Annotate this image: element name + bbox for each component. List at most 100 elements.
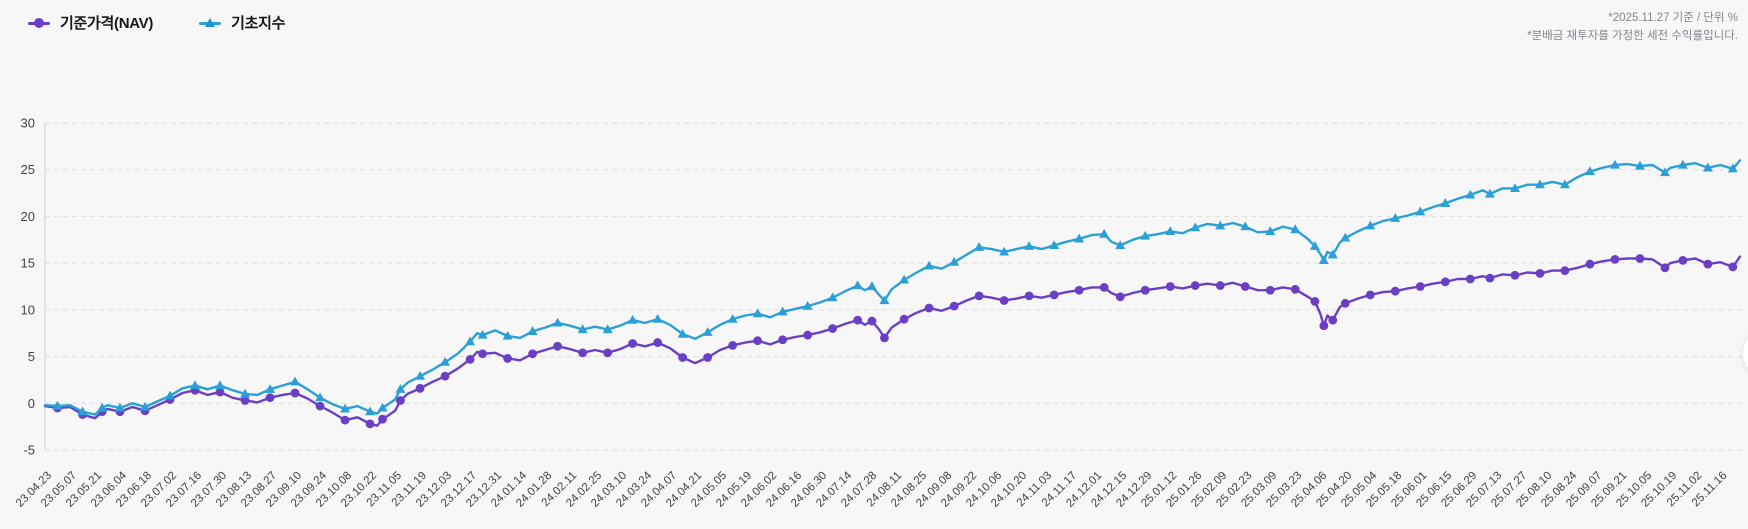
index-point-marker xyxy=(602,324,613,334)
index-point-marker xyxy=(1440,198,1451,207)
index-point-marker xyxy=(190,380,201,390)
index-point-marker xyxy=(879,295,890,305)
nav-point-marker xyxy=(365,419,375,429)
index-point-marker xyxy=(1318,255,1329,264)
nav-point-marker xyxy=(628,339,638,348)
index-point-marker xyxy=(866,281,877,291)
nav-point-marker xyxy=(1610,255,1620,264)
nav-point-marker xyxy=(440,371,450,381)
nav-point-marker xyxy=(1290,284,1300,294)
index-point-marker xyxy=(1265,226,1276,235)
index-point-marker xyxy=(1534,179,1545,189)
nav-point-marker xyxy=(578,348,588,358)
y-axis-tick-label: 25 xyxy=(21,162,35,177)
nav-point-marker xyxy=(880,333,889,343)
index-point-marker xyxy=(1215,220,1226,230)
index-point-marker xyxy=(777,306,788,316)
nav-point-marker xyxy=(949,301,959,311)
index-point-marker xyxy=(677,328,688,338)
index-line xyxy=(43,159,1742,416)
nav-point-marker xyxy=(1024,291,1034,301)
nav-point-marker xyxy=(867,316,877,326)
index-point-marker xyxy=(1049,240,1060,249)
index-point-marker xyxy=(1240,221,1251,231)
nav-point-marker xyxy=(703,353,713,362)
nav-point-marker xyxy=(1560,266,1570,276)
nav-point-marker xyxy=(1319,321,1329,331)
index-point-marker xyxy=(240,388,251,398)
nav-point-marker xyxy=(315,401,325,411)
nav-point-marker xyxy=(478,349,487,359)
index-point-marker xyxy=(802,300,813,310)
index-point-marker xyxy=(1165,226,1176,235)
index-point-marker xyxy=(1634,160,1645,170)
index-point-marker xyxy=(440,356,451,366)
index-point-marker xyxy=(527,326,538,335)
index-point-marker xyxy=(395,384,406,393)
index-point-marker xyxy=(924,260,935,270)
index-point-marker xyxy=(577,324,588,334)
index-point-marker xyxy=(165,390,176,400)
chart-legend: 기준가격(NAV) 기초지수 xyxy=(28,12,285,33)
index-point-marker xyxy=(1465,189,1476,199)
nav-point-marker xyxy=(653,338,663,347)
nav-point-marker xyxy=(753,336,763,346)
chart-annotations: *2025.11.27 기준 / 단위 % *분배금 재투자를 가정한 세전 수… xyxy=(1527,10,1738,46)
nav-point-marker xyxy=(1585,259,1595,269)
index-point-marker xyxy=(1340,232,1351,242)
index-point-marker xyxy=(1390,213,1401,222)
nav-point-marker xyxy=(974,291,984,301)
nav-point-marker xyxy=(999,296,1009,305)
index-point-marker xyxy=(702,327,713,336)
index-point-marker xyxy=(949,257,960,266)
index-point-marker xyxy=(1140,230,1151,240)
nav-point-marker xyxy=(1465,274,1475,284)
nav-point-marker xyxy=(603,348,613,358)
nav-point-marker xyxy=(1510,270,1520,280)
index-point-marker xyxy=(315,392,326,402)
nav-point-marker xyxy=(803,330,813,340)
nav-point-marker xyxy=(396,396,405,405)
nav-point-marker xyxy=(1678,255,1688,265)
nav-point-marker xyxy=(1535,269,1545,278)
legend-item-index[interactable]: 기초지수 xyxy=(199,12,285,33)
index-point-marker xyxy=(1727,163,1738,173)
index-point-marker xyxy=(1659,167,1670,177)
index-point-marker xyxy=(340,403,351,413)
y-axis-tick-label: 15 xyxy=(21,256,35,271)
index-point-marker xyxy=(1484,188,1495,198)
nav-point-marker xyxy=(728,340,738,350)
index-point-marker xyxy=(1415,206,1426,216)
index-point-marker xyxy=(1074,233,1085,243)
nav-point-marker xyxy=(1415,282,1425,291)
index-point-marker xyxy=(52,400,63,410)
nav-point-marker xyxy=(1049,290,1059,300)
index-point-marker xyxy=(140,401,151,411)
index-point-marker xyxy=(852,280,863,290)
nav-point-marker xyxy=(1240,282,1250,291)
nav-point-marker xyxy=(899,314,909,324)
nav-point-marker xyxy=(1485,273,1495,283)
nav-series-marker-icon xyxy=(28,16,50,30)
index-point-marker xyxy=(999,246,1010,256)
nav-point-marker xyxy=(828,324,838,333)
pretax-return-note: *분배금 재투자를 가정한 세전 수익률입니다. xyxy=(1527,29,1738,42)
index-point-marker xyxy=(477,329,488,339)
nav-point-marker xyxy=(415,383,425,393)
nav-point-marker xyxy=(265,393,275,403)
index-point-marker xyxy=(415,370,426,380)
index-point-marker xyxy=(1099,228,1110,238)
y-axis-tick-label: 10 xyxy=(21,302,35,317)
legend-item-nav[interactable]: 기준가격(NAV) xyxy=(28,12,153,33)
index-point-marker xyxy=(290,376,301,386)
y-axis-tick-label: 5 xyxy=(28,349,35,364)
nav-point-marker xyxy=(290,388,300,398)
index-point-marker xyxy=(1584,166,1595,176)
index-point-marker xyxy=(727,314,738,323)
nav-point-marker xyxy=(678,353,688,362)
nav-point-marker xyxy=(1703,259,1713,269)
index-point-marker xyxy=(1115,240,1126,249)
y-axis-tick-label: 20 xyxy=(21,209,35,224)
